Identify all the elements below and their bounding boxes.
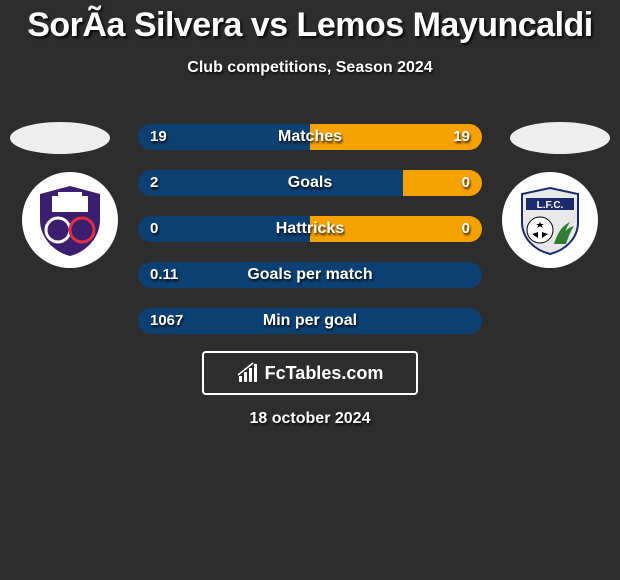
flag-right	[510, 122, 610, 154]
stat-label: Goals	[138, 170, 482, 196]
stat-row: 1067Min per goal	[138, 308, 482, 334]
crest-right: L.F.C.	[502, 172, 598, 268]
stat-label: Hattricks	[138, 216, 482, 242]
stat-label: Goals per match	[138, 262, 482, 288]
stat-row: 1919Matches	[138, 124, 482, 150]
flag-left	[10, 122, 110, 154]
crest-left	[22, 172, 118, 268]
svg-text:L.F.C.: L.F.C.	[537, 200, 564, 211]
stat-label: Min per goal	[138, 308, 482, 334]
chart-icon	[237, 362, 259, 384]
subtitle: Club competitions, Season 2024	[0, 59, 620, 77]
crest-left-badge	[32, 182, 108, 258]
watermark: FcTables.com	[202, 351, 418, 395]
stat-label: Matches	[138, 124, 482, 150]
date-label: 18 october 2024	[0, 410, 620, 428]
page-title: SorÃ­a Silvera vs Lemos Mayuncaldi	[0, 0, 620, 45]
stats-bars: 1919Matches 20Goals 00Hattricks 0.11Goals p…	[138, 124, 482, 354]
stat-row: 20Goals	[138, 170, 482, 196]
stat-row: 0.11Goals per match	[138, 262, 482, 288]
stat-row: 00Hattricks	[138, 216, 482, 242]
crest-right-badge: L.F.C.	[512, 182, 588, 258]
watermark-brand: FcTables.com	[265, 363, 384, 384]
